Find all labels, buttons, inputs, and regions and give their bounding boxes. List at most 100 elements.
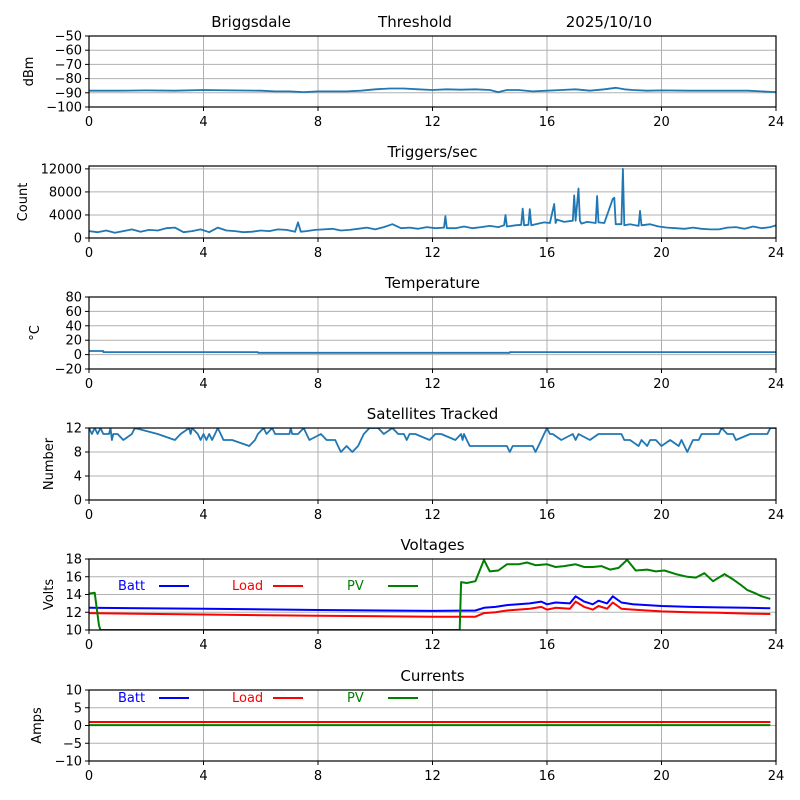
x-tick-label: 20 — [653, 769, 670, 784]
chart-satellites: 0 4 8 12 16 20 24 0 4 8 12 Satellites Tracked Number — [42, 405, 784, 523]
legend-label-batt: Batt — [118, 691, 145, 706]
x-tick-label: 20 — [653, 638, 670, 653]
x-tick-label: 4 — [199, 246, 207, 261]
x-tick-label: 0 — [85, 377, 93, 392]
series-group — [89, 559, 771, 630]
y-tick-label: 18 — [65, 553, 82, 568]
y-axis-label: Volts — [42, 579, 57, 611]
y-tick-label: 4 — [74, 470, 82, 485]
chart-currents: 0 4 8 12 16 20 24 −10 −5 0 5 10 Currents Amps Batt Load… — [30, 667, 784, 784]
series-group — [89, 167, 776, 234]
y-tick-label: −50 — [55, 30, 82, 45]
legend-label-load: Load — [232, 691, 263, 706]
y-tick-label: 12 — [65, 422, 82, 437]
x-tick-label: 0 — [85, 246, 93, 261]
chart-voltages: 0 4 8 12 16 20 24 10 12 14 16 18 Voltages Volts Batt Lo… — [42, 536, 784, 653]
x-tick-label: 4 — [199, 769, 207, 784]
x-tick-label: 24 — [768, 115, 785, 130]
chart-triggers: 0 4 8 12 16 20 24 0 4000 8000 12000 Triggers/sec Cou… — [16, 143, 784, 261]
series-line-batt — [89, 595, 771, 612]
y-tick-label: −100 — [46, 101, 82, 116]
x-tick-label: 4 — [199, 638, 207, 653]
series-group — [89, 350, 776, 354]
header-site: Briggsdale — [211, 13, 291, 31]
x-tick-label: 4 — [199, 115, 207, 130]
x-tick-label: 12 — [424, 115, 441, 130]
x-tick-label: 24 — [768, 246, 785, 261]
y-tick-label: 0 — [74, 719, 82, 734]
y-tick-label: 0 — [74, 232, 82, 247]
y-axis-label: °C — [28, 325, 43, 341]
x-tick-label: 24 — [768, 508, 785, 523]
y-tick-label: −5 — [63, 737, 82, 752]
y-tick-label: 60 — [65, 305, 82, 320]
x-tick-label: 24 — [768, 377, 785, 392]
y-tick-label: 0 — [74, 348, 82, 363]
y-tick-label: 40 — [65, 319, 82, 334]
y-axis-label: Count — [16, 183, 31, 222]
y-tick-label: 14 — [65, 588, 82, 603]
y-tick-label: 12 — [65, 606, 82, 621]
x-tick-label: 4 — [199, 377, 207, 392]
x-tick-label: 20 — [653, 246, 670, 261]
series-group — [89, 721, 771, 727]
y-tick-label: 8000 — [49, 185, 82, 200]
series-line-temperature — [89, 350, 776, 354]
chart-title: Voltages — [400, 536, 464, 554]
y-tick-label: 10 — [65, 624, 82, 639]
y-tick-label: −70 — [55, 58, 82, 73]
y-tick-label: −80 — [55, 72, 82, 87]
x-tick-label: 0 — [85, 769, 93, 784]
chart-title: Currents — [400, 667, 464, 685]
header-date: 2025/10/10 — [566, 13, 652, 31]
series-line-load — [89, 600, 771, 618]
x-tick-label: 8 — [314, 508, 322, 523]
x-tick-label: 8 — [314, 769, 322, 784]
series-line-pv — [89, 559, 771, 630]
y-tick-label: 12000 — [41, 162, 82, 177]
series-line-triggers — [89, 167, 776, 234]
series-line-signal — [89, 86, 776, 93]
x-tick-label: 20 — [653, 377, 670, 392]
x-tick-label: 12 — [424, 508, 441, 523]
series-group — [89, 86, 776, 93]
x-tick-label: 12 — [424, 377, 441, 392]
legend-label-pv: PV — [347, 691, 364, 706]
y-tick-label: 80 — [65, 291, 82, 306]
y-axis-label: Number — [42, 437, 57, 490]
x-tick-label: 0 — [85, 638, 93, 653]
x-tick-label: 12 — [424, 246, 441, 261]
x-tick-label: 0 — [85, 115, 93, 130]
x-tick-label: 16 — [539, 638, 556, 653]
y-tick-label: −90 — [55, 86, 82, 101]
series-group — [89, 428, 776, 453]
y-axis-label: dBm — [22, 57, 37, 87]
legend-label-batt: Batt — [118, 579, 145, 594]
x-tick-label: 12 — [424, 769, 441, 784]
y-tick-label: 20 — [65, 334, 82, 349]
x-tick-label: 20 — [653, 508, 670, 523]
x-tick-label: 16 — [539, 246, 556, 261]
chart-title: Triggers/sec — [387, 143, 478, 161]
x-tick-label: 8 — [314, 115, 322, 130]
legend-label-pv: PV — [347, 579, 364, 594]
x-tick-label: 4 — [199, 508, 207, 523]
legend-label-load: Load — [232, 579, 263, 594]
x-tick-label: 24 — [768, 638, 785, 653]
y-tick-label: 4000 — [49, 208, 82, 223]
x-tick-label: 8 — [314, 638, 322, 653]
y-tick-label: 8 — [74, 446, 82, 461]
series-line-satellites — [89, 428, 776, 453]
x-tick-label: 16 — [539, 769, 556, 784]
y-tick-label: 16 — [65, 570, 82, 585]
x-tick-label: 16 — [539, 377, 556, 392]
chart-title: Temperature — [384, 274, 480, 292]
x-tick-label: 20 — [653, 115, 670, 130]
x-tick-label: 8 — [314, 246, 322, 261]
y-tick-label: 5 — [74, 701, 82, 716]
y-tick-label: −60 — [55, 44, 82, 59]
header-mode: Threshold — [377, 13, 452, 31]
x-tick-label: 16 — [539, 115, 556, 130]
